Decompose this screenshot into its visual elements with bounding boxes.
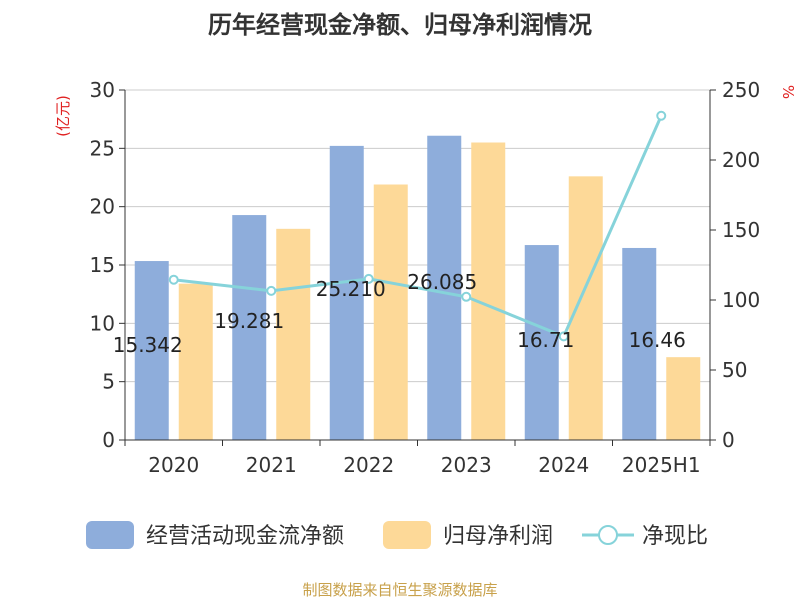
legend: 经营活动现金流净额 归母净利润 净现比 <box>86 521 708 549</box>
line-point <box>363 273 374 284</box>
line-point <box>168 274 179 285</box>
y-axis-left-label: (亿元) <box>54 95 72 137</box>
y-right-tick-label: 50 <box>722 358 747 382</box>
grid-lines <box>125 89 710 383</box>
data-label: 15.342 <box>113 333 183 357</box>
legend-swatch <box>383 521 431 549</box>
line-point <box>461 291 472 302</box>
bar-operating-cash-flow <box>427 135 462 440</box>
line-point <box>266 285 277 296</box>
legend-label: 净现比 <box>642 524 708 549</box>
bar-net-profit <box>276 228 311 440</box>
y-left-tick-label: 25 <box>90 136 115 160</box>
y-left-tick-label: 30 <box>90 78 115 102</box>
data-label: 25.210 <box>316 277 386 301</box>
y-right-tick-label: 100 <box>722 288 760 312</box>
x-tick-label: 2024 <box>538 453 589 477</box>
data-label: 16.46 <box>629 328 686 352</box>
y-left-tick-label: 15 <box>90 253 115 277</box>
x-tick-label: 2020 <box>148 453 199 477</box>
y-right-tick-label: 200 <box>722 148 760 172</box>
bar-operating-cash-flow <box>134 261 169 440</box>
line-point <box>656 110 667 121</box>
data-label: 19.281 <box>214 309 284 333</box>
bar-operating-cash-flow <box>232 215 267 440</box>
source-note: 制图数据来自恒生聚源数据库 <box>302 581 497 599</box>
y-left-tick-label: 0 <box>102 428 115 452</box>
bar-group <box>134 135 701 441</box>
line-point <box>558 331 569 342</box>
bar-net-profit <box>373 184 408 440</box>
x-tick-label: 2022 <box>343 453 394 477</box>
x-tick-label: 2023 <box>441 453 492 477</box>
data-label: 26.085 <box>407 270 477 294</box>
y-left-tick-label: 20 <box>90 195 115 219</box>
x-tick-label: 2021 <box>246 453 297 477</box>
legend-label: 归母净利润 <box>443 524 553 549</box>
chart-title: 历年经营现金净额、归母净利润情况 <box>208 11 592 39</box>
data-label: 16.71 <box>517 328 574 352</box>
legend-marker <box>598 525 618 545</box>
y-right-tick-label: 150 <box>722 218 760 242</box>
y-right-tick-label: 250 <box>722 78 760 102</box>
y-left-tick-label: 10 <box>90 311 115 335</box>
bar-net-profit <box>666 357 701 440</box>
bar-operating-cash-flow <box>622 247 657 440</box>
bar-net-profit <box>178 283 213 440</box>
bar-operating-cash-flow <box>329 145 364 440</box>
line-series <box>168 110 667 342</box>
line-net-cash-ratio <box>173 115 663 339</box>
bar-net-profit <box>471 142 506 440</box>
y-right-tick-label: 0 <box>722 428 735 452</box>
legend-swatch <box>86 521 134 549</box>
legend-label: 经营活动现金流净额 <box>146 524 344 549</box>
bar-operating-cash-flow <box>524 245 559 440</box>
y-left-tick-label: 5 <box>102 370 115 394</box>
x-tick-label: 2025H1 <box>622 453 701 477</box>
axes: 0 5 10 15 20 25 30 0 50 100 150 200 250 2020 2021 2022 2… <box>90 78 761 477</box>
data-labels: 15.342 19.281 25.210 26.085 16.71 16.46 <box>113 270 686 357</box>
y-axis-right-label: % <box>779 85 797 99</box>
bar-net-profit <box>568 176 603 441</box>
